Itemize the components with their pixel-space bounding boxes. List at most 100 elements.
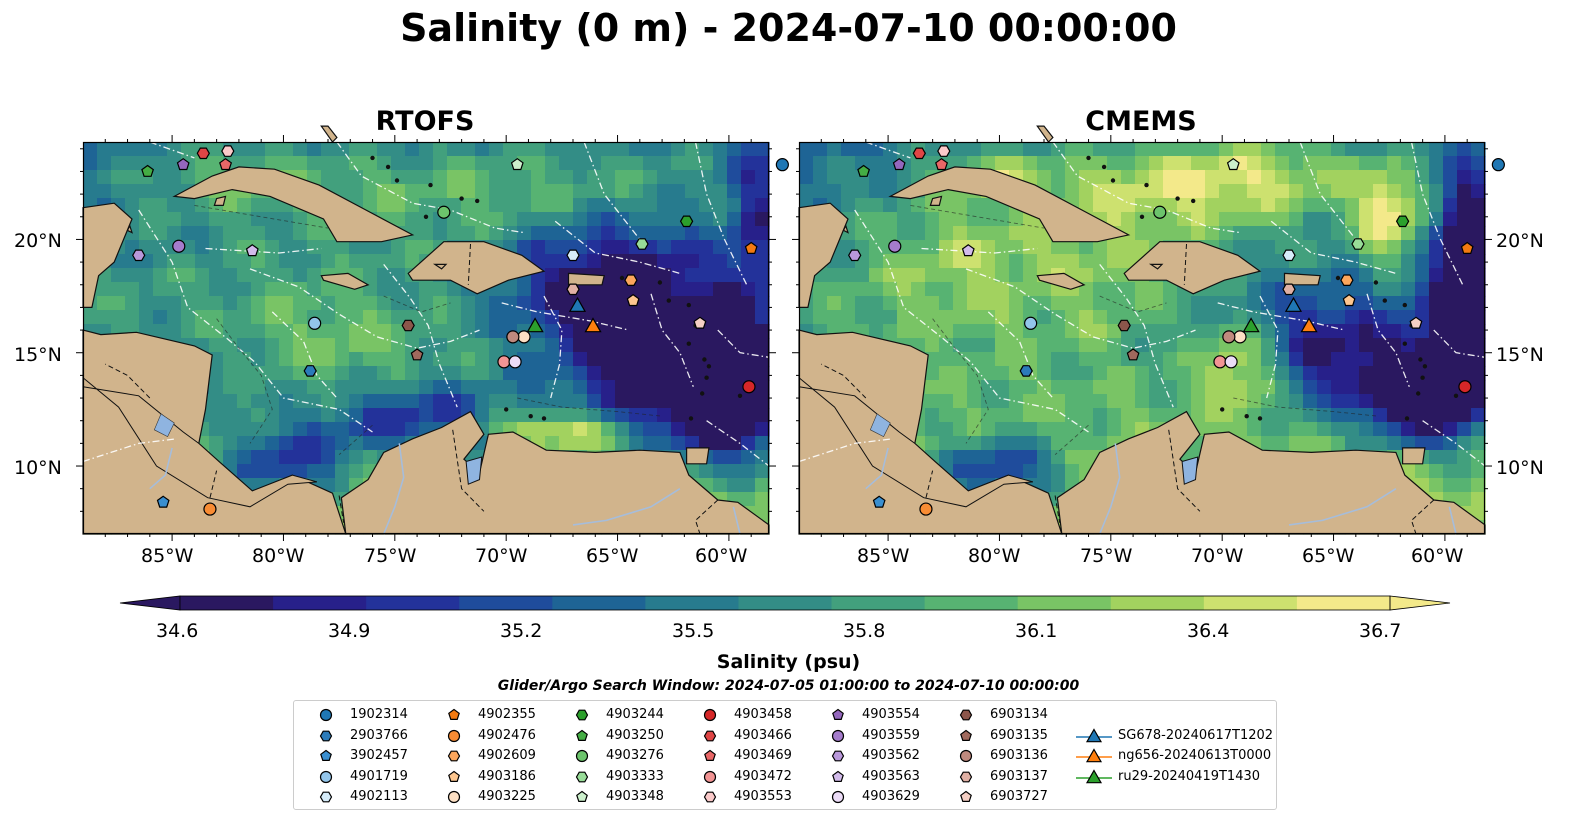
legend-marker-icon (447, 790, 461, 804)
legend-marker-icon (448, 770, 460, 782)
legend-label: 4902113 (350, 789, 408, 804)
rtofs-salinity-map (76, 125, 789, 541)
float-4903559-marker (172, 239, 186, 253)
colorbar-swatch (1110, 596, 1205, 610)
float-4902609-marker (624, 274, 638, 286)
legend-marker-icon (831, 750, 845, 762)
legend-marker-icon (832, 708, 844, 720)
float-4903559-marker (888, 239, 902, 253)
rtofs-lake-nicaragua (153, 413, 175, 438)
float-4903562-marker (132, 249, 146, 262)
cmems-land-jamaica (1036, 272, 1086, 290)
float-4903225-marker (1233, 330, 1247, 344)
rtofs-gliders (526, 296, 602, 333)
float-4903472-marker (497, 355, 511, 369)
legend-label: 4903333 (606, 768, 664, 784)
float-4903333-marker (635, 238, 649, 250)
cmems-argo-floats (848, 145, 1505, 516)
legend-label: 4903472 (734, 768, 792, 784)
lat-label-10n-left: 10°N (14, 457, 62, 479)
cmems-land-isthmus-pacific (798, 330, 1034, 508)
legend-marker-icon (703, 770, 717, 783)
lon-label-65w-right: 65°W (1302, 545, 1355, 567)
legend-label: 4903186 (478, 768, 536, 784)
float-4903186-marker (626, 293, 640, 307)
rtofs-bathymetry-contours (194, 204, 663, 456)
float-4903629-marker (1224, 355, 1238, 369)
float-4903629-marker (508, 355, 522, 369)
colorbar-swatch (738, 596, 833, 610)
float-4902355-marker (744, 241, 758, 255)
legend-marker-icon (447, 729, 461, 742)
float-3902457-marker (872, 495, 886, 508)
colorbar-min-extension (119, 595, 181, 611)
legend-marker-icon (320, 749, 332, 761)
glider-ng656-20240613T0000-marker (1300, 317, 1318, 333)
legend-label: 4903250 (606, 727, 664, 743)
rtofs-land-bahamas-andros (320, 125, 338, 143)
legend: 1902314 2903766 3902457 4901719 4902113 49023… (293, 700, 1277, 810)
colorbar-swatch (645, 596, 739, 610)
legend-label: 4903348 (606, 789, 664, 804)
float-4903250-marker (141, 164, 155, 177)
cmems-land-trinidad (1402, 447, 1426, 465)
float-4903276-marker (437, 205, 451, 219)
rtofs-country-borders (105, 243, 719, 535)
legend-label: 4903559 (862, 727, 920, 743)
legend-marker-icon (959, 749, 973, 763)
cmems-salinity-map (792, 125, 1505, 541)
glider-ru29-20240419T1430-marker (526, 317, 544, 333)
float-4903466-marker (196, 147, 210, 160)
legend-label: 4902476 (478, 727, 536, 743)
legend-label: 4903466 (734, 727, 792, 743)
legend-label: 4903563 (862, 768, 920, 784)
colorbar-swatch (1017, 596, 1112, 610)
colorbar-max-extension (1389, 595, 1451, 611)
float-6903135-marker (1126, 348, 1140, 361)
float-4903563-marker (961, 244, 975, 257)
float-3902457-marker (156, 495, 170, 508)
float-4903458-marker (742, 380, 756, 394)
lon-label-65w-left: 65°W (586, 545, 639, 567)
lon-label-75w-right: 75°W (1080, 545, 1133, 567)
float-4903458-marker (1458, 380, 1472, 394)
rtofs-land-isthmus-pacific (82, 330, 318, 508)
float-4903466-marker (912, 147, 926, 160)
float-4902113-marker (1282, 249, 1296, 262)
float-1902314-marker (775, 158, 789, 172)
rtofs-land-cuba (172, 166, 415, 243)
legend-label: 4903244 (606, 707, 664, 722)
legend-marker-icon (831, 729, 845, 742)
legend-label: 2903766 (350, 727, 408, 743)
legend-marker-icon (576, 790, 588, 802)
colorbar-tick: 34.6 (156, 620, 199, 642)
legend-marker-icon (831, 790, 845, 804)
cmems-islets (1086, 155, 1459, 421)
rtofs-land-trinidad (686, 447, 710, 465)
rtofs-axis-ticks (76, 135, 776, 541)
float-4902476-marker (919, 502, 933, 516)
legend-label: 4903458 (734, 707, 792, 722)
float-4902609-marker (1340, 274, 1354, 286)
float-6903727-marker (1409, 316, 1423, 329)
legend-label: 4903469 (734, 748, 792, 763)
lon-label-70w-right: 70°W (1191, 545, 1244, 567)
glider-ng656-20240613T0000-marker (584, 317, 602, 333)
legend-label: 6903135 (990, 727, 1048, 743)
legend-marker-icon (319, 730, 333, 741)
legend-label: 6903134 (990, 707, 1048, 722)
float-6903134-marker (1117, 319, 1131, 332)
panel-title-cmems: CMEMS (1085, 106, 1197, 137)
legend-label: 4903554 (862, 707, 920, 722)
colorbar-label: Salinity (psu) (716, 651, 861, 673)
legend-marker-icon (703, 708, 717, 722)
legend-label: 6903136 (990, 748, 1048, 763)
legend-label: 4903225 (478, 789, 536, 804)
float-4903469-marker (935, 157, 949, 171)
cmems-bathymetry-contours (910, 204, 1379, 456)
cmems-frame (798, 141, 1486, 535)
rtofs-landmasses (82, 125, 770, 535)
cmems-gliders (1242, 296, 1318, 333)
legend-marker-icon (319, 708, 333, 722)
colorbar-swatch (831, 596, 926, 610)
